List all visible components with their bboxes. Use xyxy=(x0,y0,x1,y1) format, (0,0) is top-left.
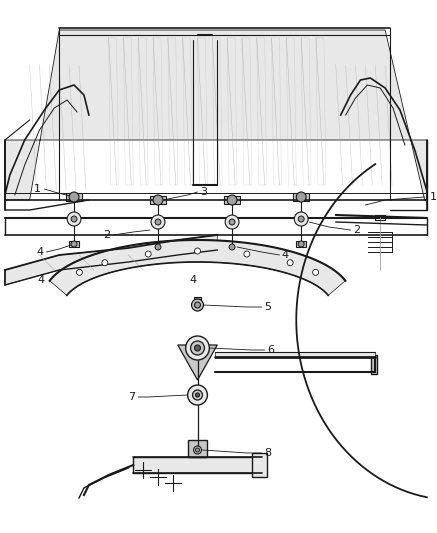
Polygon shape xyxy=(296,241,306,247)
Text: 4: 4 xyxy=(36,247,43,257)
Circle shape xyxy=(225,215,239,229)
Polygon shape xyxy=(133,457,262,473)
Polygon shape xyxy=(69,241,79,247)
Circle shape xyxy=(296,192,306,202)
Polygon shape xyxy=(150,196,166,204)
Circle shape xyxy=(227,195,237,205)
Polygon shape xyxy=(252,453,267,477)
Text: 7: 7 xyxy=(128,392,135,402)
Polygon shape xyxy=(50,240,345,295)
Circle shape xyxy=(194,345,201,351)
Circle shape xyxy=(102,260,108,265)
Text: 4: 4 xyxy=(190,275,197,285)
Circle shape xyxy=(151,215,165,229)
Circle shape xyxy=(229,219,235,225)
Circle shape xyxy=(153,195,163,205)
Circle shape xyxy=(76,269,82,276)
Circle shape xyxy=(229,244,235,250)
Text: 8: 8 xyxy=(265,448,272,458)
Circle shape xyxy=(195,393,199,397)
Polygon shape xyxy=(187,440,208,457)
Circle shape xyxy=(186,336,209,360)
Text: 2: 2 xyxy=(354,225,361,235)
Text: 4: 4 xyxy=(38,275,45,285)
Circle shape xyxy=(195,448,199,452)
Circle shape xyxy=(244,251,250,257)
Circle shape xyxy=(194,248,201,254)
Circle shape xyxy=(191,341,205,355)
Circle shape xyxy=(71,241,77,247)
Text: 6: 6 xyxy=(267,345,274,355)
Circle shape xyxy=(294,212,308,226)
Circle shape xyxy=(191,299,204,311)
Text: 2: 2 xyxy=(104,230,111,240)
Circle shape xyxy=(194,446,201,454)
Circle shape xyxy=(193,390,202,400)
Circle shape xyxy=(71,216,77,222)
Circle shape xyxy=(67,212,81,226)
Text: 3: 3 xyxy=(201,187,208,197)
Circle shape xyxy=(145,251,151,257)
Polygon shape xyxy=(5,235,217,285)
Text: 1: 1 xyxy=(430,192,437,202)
Circle shape xyxy=(298,216,304,222)
Circle shape xyxy=(155,244,161,250)
Polygon shape xyxy=(5,30,427,200)
Circle shape xyxy=(312,269,319,276)
Text: 5: 5 xyxy=(265,302,272,312)
Polygon shape xyxy=(371,355,377,374)
Polygon shape xyxy=(66,193,82,201)
Circle shape xyxy=(194,302,201,308)
Polygon shape xyxy=(293,193,309,201)
Circle shape xyxy=(69,192,79,202)
Polygon shape xyxy=(227,244,237,250)
Circle shape xyxy=(287,260,293,265)
Polygon shape xyxy=(190,450,205,457)
Polygon shape xyxy=(215,352,375,357)
Polygon shape xyxy=(153,244,163,250)
Polygon shape xyxy=(224,196,240,204)
Text: 1: 1 xyxy=(34,184,41,194)
Circle shape xyxy=(155,219,161,225)
Circle shape xyxy=(187,385,208,405)
Circle shape xyxy=(298,241,304,247)
Polygon shape xyxy=(178,345,217,380)
Polygon shape xyxy=(194,297,201,301)
Text: 4: 4 xyxy=(281,250,288,260)
